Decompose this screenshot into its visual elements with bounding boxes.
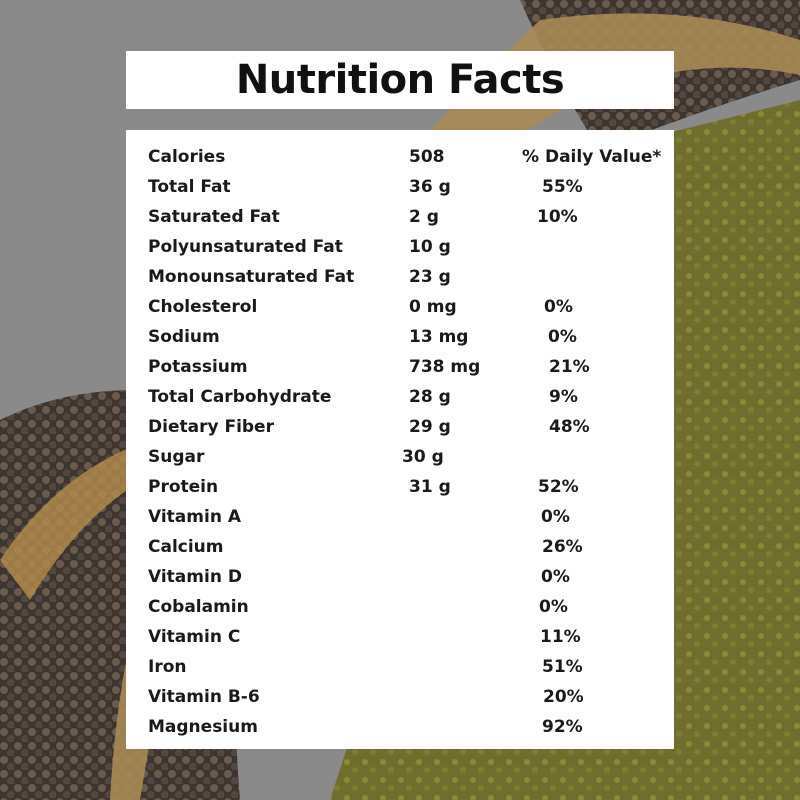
daily-value-header: % Daily Value* <box>522 147 662 167</box>
nutrient-amount: 31 g <box>409 477 451 497</box>
nutrient-name: Vitamin B-6 <box>148 687 260 707</box>
nutrient-amount: 738 mg <box>409 357 481 377</box>
table-row: Total Fat 36 g 55% <box>126 172 674 202</box>
nutrient-amount: 23 g <box>409 267 451 287</box>
nutrient-daily-value: 52% <box>538 477 579 497</box>
nutrient-name: Vitamin D <box>148 567 242 587</box>
nutrient-daily-value: 9% <box>549 387 578 407</box>
nutrient-name: Saturated Fat <box>148 207 280 227</box>
nutrient-daily-value: 0% <box>539 597 568 617</box>
nutrient-amount: 36 g <box>409 177 451 197</box>
table-row: Monounsaturated Fat 23 g <box>126 262 674 292</box>
nutrient-daily-value: 51% <box>542 657 583 677</box>
title-banner: Nutrition Facts <box>126 51 674 109</box>
nutrient-amount: 10 g <box>409 237 451 257</box>
table-row: Potassium 738 mg 21% <box>126 352 674 382</box>
nutrient-amount: 29 g <box>409 417 451 437</box>
table-row: Vitamin B-6 20% <box>126 682 674 712</box>
nutrient-name: Monounsaturated Fat <box>148 267 355 287</box>
table-row: Polyunsaturated Fat 10 g <box>126 232 674 262</box>
table-row: Cholesterol 0 mg 0% <box>126 292 674 322</box>
nutrient-daily-value: 55% <box>542 177 583 197</box>
nutrient-amount: 30 g <box>402 447 444 467</box>
nutrient-name: Sugar <box>148 447 205 467</box>
nutrient-daily-value: 26% <box>542 537 583 557</box>
nutrient-name: Vitamin A <box>148 507 242 527</box>
nutrient-amount: 0 mg <box>409 297 457 317</box>
table-row: Cobalamin 0% <box>126 592 674 622</box>
nutrient-name: Protein <box>148 477 219 497</box>
nutrient-daily-value: 0% <box>541 567 570 587</box>
nutrient-name: Total Fat <box>148 177 231 197</box>
table-row: Iron 51% <box>126 652 674 682</box>
calories-label: Calories <box>148 147 226 167</box>
nutrient-name: Calcium <box>148 537 224 557</box>
nutrient-daily-value: 0% <box>544 297 573 317</box>
nutrition-table: Calories 508 % Daily Value* Total Fat 36 … <box>126 130 674 749</box>
nutrient-daily-value: 20% <box>543 687 584 707</box>
nutrient-name: Sodium <box>148 327 220 347</box>
table-row: Vitamin D 0% <box>126 562 674 592</box>
table-header-row: Calories 508 % Daily Value* <box>126 142 674 172</box>
table-row: Dietary Fiber 29 g 48% <box>126 412 674 442</box>
table-row: Sugar 30 g <box>126 442 674 472</box>
nutrient-name: Dietary Fiber <box>148 417 274 437</box>
nutrient-name: Cholesterol <box>148 297 258 317</box>
nutrient-name: Polyunsaturated Fat <box>148 237 343 257</box>
table-row: Total Carbohydrate 28 g 9% <box>126 382 674 412</box>
nutrient-daily-value: 11% <box>540 627 581 647</box>
nutrient-daily-value: 92% <box>542 717 583 737</box>
table-row: Saturated Fat 2 g 10% <box>126 202 674 232</box>
table-row: Magnesium 92% <box>126 712 674 742</box>
nutrient-daily-value: 48% <box>549 417 590 437</box>
page-title: Nutrition Facts <box>235 57 565 103</box>
nutrient-daily-value: 21% <box>549 357 590 377</box>
table-row: Protein 31 g 52% <box>126 472 674 502</box>
nutrient-name: Total Carbohydrate <box>148 387 332 407</box>
nutrient-name: Potassium <box>148 357 248 377</box>
nutrient-amount: 28 g <box>409 387 451 407</box>
nutrient-name: Cobalamin <box>148 597 249 617</box>
nutrient-name: Magnesium <box>148 717 258 737</box>
nutrient-daily-value: 0% <box>548 327 577 347</box>
table-row: Vitamin A 0% <box>126 502 674 532</box>
nutrient-daily-value: 0% <box>541 507 570 527</box>
table-row: Vitamin C 11% <box>126 622 674 652</box>
table-row: Sodium 13 mg 0% <box>126 322 674 352</box>
table-row: Calcium 26% <box>126 532 674 562</box>
nutrient-amount: 2 g <box>409 207 439 227</box>
calories-value: 508 <box>409 147 445 167</box>
nutrient-name: Vitamin C <box>148 627 241 647</box>
nutrient-daily-value: 10% <box>537 207 578 227</box>
nutrient-name: Iron <box>148 657 187 677</box>
nutrient-amount: 13 mg <box>409 327 469 347</box>
